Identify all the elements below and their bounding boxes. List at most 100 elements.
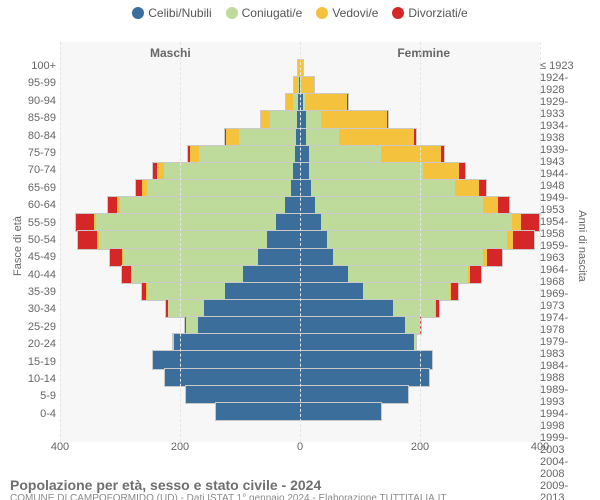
segment <box>286 94 293 111</box>
x-tick: 200 <box>171 441 189 453</box>
segment <box>216 403 300 420</box>
segment <box>157 163 164 180</box>
age-label: 5-9 <box>4 390 56 402</box>
segment <box>258 249 300 266</box>
legend-swatch <box>316 7 328 19</box>
age-label: 50-54 <box>4 234 56 246</box>
segment <box>470 266 481 283</box>
segment <box>147 283 225 300</box>
legend-label: Divorziati/e <box>408 6 467 20</box>
age-label: 80-84 <box>4 130 56 142</box>
segment <box>78 231 97 248</box>
segment <box>300 266 348 283</box>
segment <box>300 300 393 317</box>
segment <box>333 249 483 266</box>
segment <box>267 231 300 248</box>
birth-label: 1949-1953 <box>540 192 592 216</box>
chart-title: Popolazione per età, sesso e stato civil… <box>10 477 590 493</box>
segment <box>190 146 199 163</box>
segment <box>300 197 315 214</box>
segment <box>123 249 258 266</box>
segment <box>300 214 321 231</box>
legend-swatch <box>132 7 144 19</box>
segment <box>306 129 339 146</box>
segment <box>348 266 468 283</box>
segment <box>321 214 512 231</box>
x-tick: 200 <box>411 441 429 453</box>
age-label: 15-19 <box>4 356 56 368</box>
segment <box>147 180 291 197</box>
segment <box>122 266 131 283</box>
legend-swatch <box>226 7 238 19</box>
segment <box>498 197 509 214</box>
segment <box>300 146 309 163</box>
age-label: 55-59 <box>4 217 56 229</box>
birth-label: 1969-1973 <box>540 288 592 312</box>
x-tick: 0 <box>297 441 303 453</box>
segment <box>301 77 314 94</box>
legend-label: Vedovi/e <box>332 6 378 20</box>
segment <box>309 163 423 180</box>
segment <box>455 180 479 197</box>
segment <box>164 163 293 180</box>
segment <box>225 283 300 300</box>
footer: Popolazione per età, sesso e stato civil… <box>0 475 600 500</box>
segment <box>199 146 295 163</box>
birth-label: 1944-1948 <box>540 168 592 192</box>
segment <box>300 334 414 351</box>
segment <box>300 351 432 368</box>
segment <box>76 214 94 231</box>
birth-label: 2004-2008 <box>540 456 592 480</box>
birth-label: 1994-1998 <box>540 408 592 432</box>
segment <box>459 163 465 180</box>
legend-label: Coniugati/e <box>242 6 303 20</box>
segment <box>483 197 498 214</box>
birth-label: 1924-1928 <box>540 72 592 96</box>
segment <box>315 197 483 214</box>
age-label: 95-99 <box>4 77 56 89</box>
segment <box>99 231 267 248</box>
segment <box>305 94 347 111</box>
x-gridline <box>60 42 61 442</box>
age-label: 30-34 <box>4 303 56 315</box>
column-header-male: Maschi <box>150 46 191 60</box>
bar-female <box>300 402 382 421</box>
segment <box>153 351 300 368</box>
segment <box>512 214 521 231</box>
segment <box>327 231 507 248</box>
segment <box>300 249 333 266</box>
legend-label: Celibi/Nubili <box>148 6 211 20</box>
segment <box>423 163 459 180</box>
pyramid-chart: Fasce di età Anni di nascita Maschi Femm… <box>0 20 600 475</box>
segment <box>300 386 408 403</box>
x-tick: 400 <box>51 441 69 453</box>
segment <box>174 334 300 351</box>
age-label: 65-69 <box>4 182 56 194</box>
segment <box>285 197 300 214</box>
segment <box>96 214 276 231</box>
x-axis-ticks: 4002000200400 <box>60 441 540 455</box>
column-header-female: Femmine <box>397 46 450 60</box>
segment <box>381 146 441 163</box>
segment <box>306 111 321 128</box>
birth-label: 1984-1988 <box>540 360 592 384</box>
birth-label: 1929-1933 <box>540 96 592 120</box>
chart-subtitle: COMUNE DI CAMPOFORMIDO (UD) - Dati ISTAT… <box>10 493 590 500</box>
segment <box>414 129 416 146</box>
legend-item: Vedovi/e <box>316 6 378 20</box>
segment <box>451 283 458 300</box>
birth-label: 1954-1958 <box>540 216 592 240</box>
segment <box>168 300 204 317</box>
birth-label: 1934-1938 <box>540 120 592 144</box>
legend-item: Coniugati/e <box>226 6 303 20</box>
segment <box>441 146 444 163</box>
segment <box>110 249 122 266</box>
birth-label: 1979-1983 <box>540 336 592 360</box>
segment <box>204 300 300 317</box>
age-label: 90-94 <box>4 95 56 107</box>
segment <box>186 386 300 403</box>
segment <box>198 317 300 334</box>
segment <box>309 146 381 163</box>
segment <box>165 369 300 386</box>
age-label: 100+ <box>4 60 56 72</box>
